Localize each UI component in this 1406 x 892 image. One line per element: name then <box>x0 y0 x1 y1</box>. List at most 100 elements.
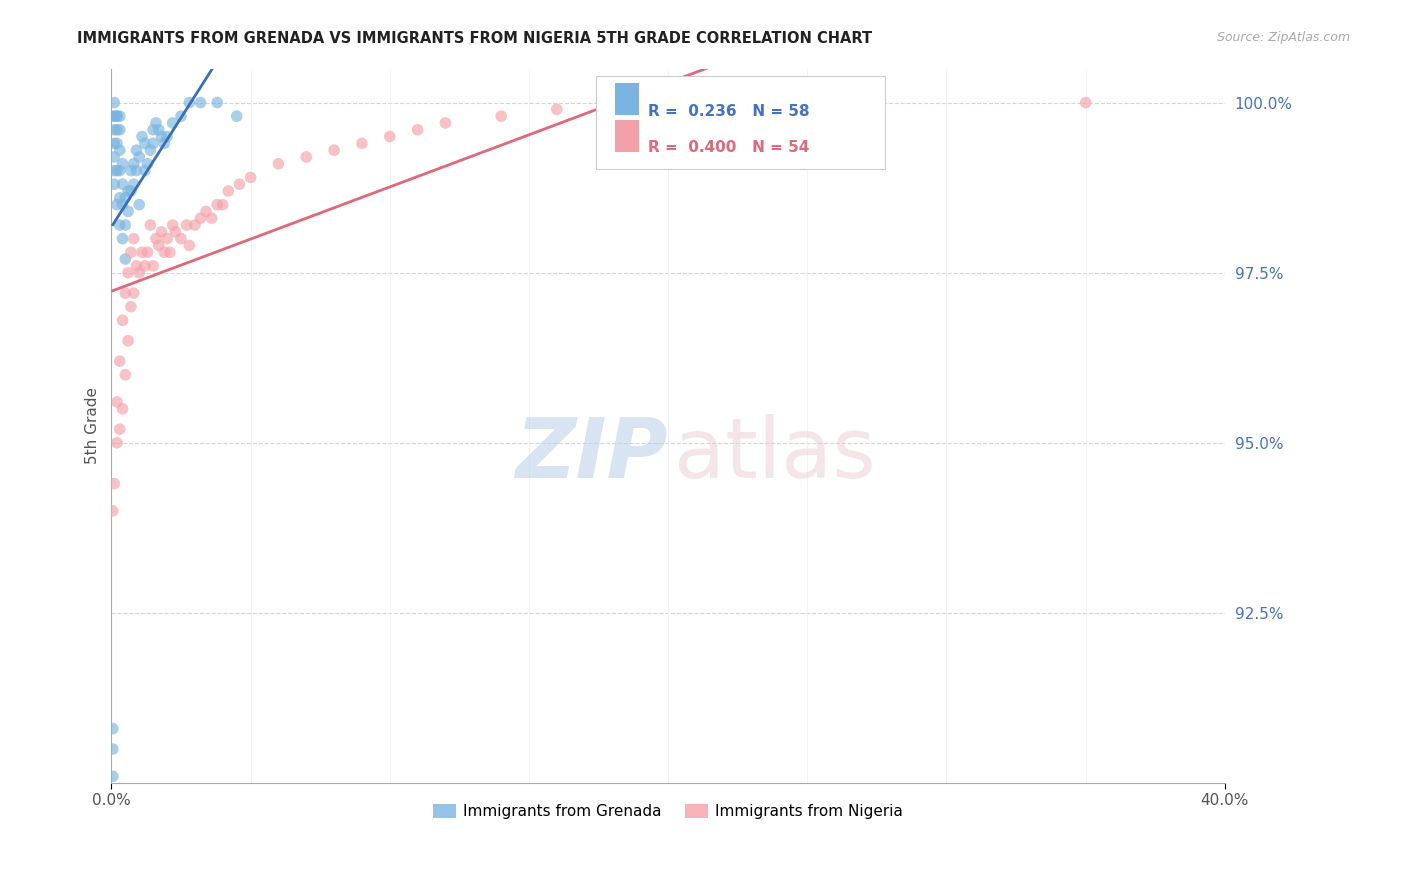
Point <box>184 218 207 232</box>
Point <box>176 218 198 232</box>
Point <box>148 238 170 252</box>
Point <box>122 157 145 171</box>
Point <box>108 109 131 123</box>
FancyBboxPatch shape <box>614 83 640 115</box>
Point <box>170 232 193 246</box>
Point <box>114 368 136 382</box>
Point <box>128 197 150 211</box>
Point <box>179 238 201 252</box>
Point <box>165 225 187 239</box>
Point <box>136 245 159 260</box>
Point <box>134 163 156 178</box>
Point <box>122 232 145 246</box>
Point <box>103 476 125 491</box>
Point <box>225 109 247 123</box>
Point <box>179 95 201 110</box>
Point <box>134 259 156 273</box>
Point <box>108 143 131 157</box>
Legend: Immigrants from Grenada, Immigrants from Nigeria: Immigrants from Grenada, Immigrants from… <box>427 798 910 825</box>
Point <box>139 143 162 157</box>
Point <box>122 286 145 301</box>
Point <box>103 163 125 178</box>
Point <box>190 95 212 110</box>
Point <box>103 178 125 192</box>
Point <box>101 504 124 518</box>
Point <box>108 354 131 368</box>
Point <box>350 136 373 151</box>
Text: R =  0.236   N = 58: R = 0.236 N = 58 <box>648 104 810 120</box>
Point <box>120 245 142 260</box>
Point <box>105 435 128 450</box>
Point <box>108 122 131 136</box>
Text: atlas: atlas <box>673 414 876 495</box>
Point <box>128 266 150 280</box>
Point <box>134 136 156 151</box>
Point <box>114 191 136 205</box>
Point <box>105 109 128 123</box>
Point <box>406 122 429 136</box>
Point <box>108 191 131 205</box>
Point <box>239 170 262 185</box>
Point <box>103 109 125 123</box>
Point <box>489 109 512 123</box>
Point <box>323 143 346 157</box>
Point <box>217 184 239 198</box>
Point <box>145 116 167 130</box>
Point <box>131 245 153 260</box>
Point <box>128 150 150 164</box>
Point <box>228 178 250 192</box>
Point <box>111 157 134 171</box>
Point <box>378 129 401 144</box>
Point <box>145 232 167 246</box>
Point <box>105 395 128 409</box>
Point <box>117 184 139 198</box>
FancyBboxPatch shape <box>614 120 640 153</box>
Point <box>103 150 125 164</box>
Point <box>159 245 181 260</box>
Point <box>114 218 136 232</box>
Point <box>162 218 184 232</box>
Point <box>139 218 162 232</box>
Point <box>195 204 218 219</box>
Text: Source: ZipAtlas.com: Source: ZipAtlas.com <box>1216 31 1350 45</box>
Point <box>105 197 128 211</box>
Point <box>267 157 290 171</box>
Point <box>101 722 124 736</box>
Point <box>156 232 179 246</box>
Point <box>142 259 165 273</box>
Text: R =  0.400   N = 54: R = 0.400 N = 54 <box>648 140 810 155</box>
Point <box>125 163 148 178</box>
Point <box>150 129 173 144</box>
Point <box>101 769 124 783</box>
Point <box>205 95 228 110</box>
Point <box>170 109 193 123</box>
Point <box>111 232 134 246</box>
Point <box>105 163 128 178</box>
Text: IMMIGRANTS FROM GRENADA VS IMMIGRANTS FROM NIGERIA 5TH GRADE CORRELATION CHART: IMMIGRANTS FROM GRENADA VS IMMIGRANTS FR… <box>77 31 873 46</box>
Point <box>103 95 125 110</box>
Point <box>120 163 142 178</box>
Point <box>122 178 145 192</box>
Point <box>111 401 134 416</box>
Point <box>162 116 184 130</box>
Point <box>103 122 125 136</box>
Point <box>120 300 142 314</box>
Point <box>153 245 176 260</box>
Point <box>153 136 176 151</box>
Y-axis label: 5th Grade: 5th Grade <box>86 387 100 464</box>
Point <box>108 218 131 232</box>
Point <box>117 204 139 219</box>
Point <box>105 122 128 136</box>
Point <box>105 136 128 151</box>
Point <box>602 103 624 117</box>
Point <box>120 184 142 198</box>
Point <box>211 197 233 211</box>
Point <box>1074 95 1097 110</box>
Point <box>148 122 170 136</box>
Point <box>111 178 134 192</box>
Text: ZIP: ZIP <box>516 414 668 495</box>
Point <box>142 122 165 136</box>
Point <box>125 259 148 273</box>
Point <box>117 334 139 348</box>
Point <box>295 150 318 164</box>
